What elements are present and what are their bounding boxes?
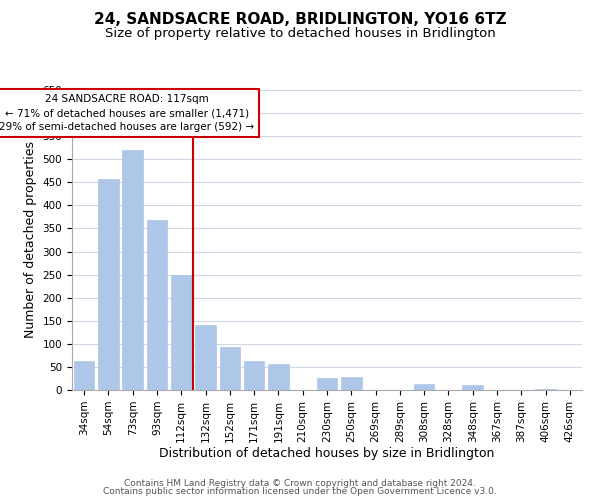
Bar xyxy=(341,377,362,390)
Bar xyxy=(146,220,167,390)
Text: 24, SANDSACRE ROAD, BRIDLINGTON, YO16 6TZ: 24, SANDSACRE ROAD, BRIDLINGTON, YO16 6T… xyxy=(94,12,506,28)
Bar xyxy=(268,364,289,390)
Text: Size of property relative to detached houses in Bridlington: Size of property relative to detached ho… xyxy=(104,28,496,40)
Bar xyxy=(195,325,216,390)
Bar xyxy=(74,362,94,390)
Bar xyxy=(171,274,191,390)
Bar xyxy=(463,386,483,390)
Bar xyxy=(414,384,434,390)
X-axis label: Distribution of detached houses by size in Bridlington: Distribution of detached houses by size … xyxy=(160,448,494,460)
Text: Contains HM Land Registry data © Crown copyright and database right 2024.: Contains HM Land Registry data © Crown c… xyxy=(124,478,476,488)
Bar xyxy=(220,347,240,390)
Bar xyxy=(244,362,265,390)
Y-axis label: Number of detached properties: Number of detached properties xyxy=(24,142,37,338)
Text: 24 SANDSACRE ROAD: 117sqm
← 71% of detached houses are smaller (1,471)
29% of se: 24 SANDSACRE ROAD: 117sqm ← 71% of detac… xyxy=(0,94,254,132)
Bar xyxy=(122,150,143,390)
Bar xyxy=(98,179,119,390)
Text: Contains public sector information licensed under the Open Government Licence v3: Contains public sector information licen… xyxy=(103,488,497,496)
Bar xyxy=(317,378,337,390)
Bar xyxy=(535,388,556,390)
